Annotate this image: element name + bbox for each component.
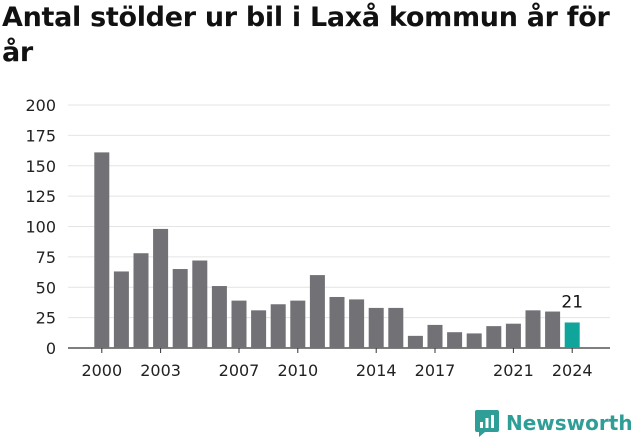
y-tick-label: 175 [25,126,56,145]
data-label-2024: 21 [561,292,583,312]
bar-2011[interactable] [309,275,325,348]
bar-2010[interactable] [290,300,306,348]
newsworthy-icon [475,410,499,437]
bar-2016[interactable] [407,335,423,348]
bars [94,152,580,348]
bar-2019[interactable] [466,333,482,348]
y-tick-label: 200 [25,96,56,115]
bar-2005[interactable] [192,260,208,348]
bar-2006[interactable] [211,286,227,348]
bar-2022[interactable] [525,310,541,348]
bar-2015[interactable] [388,307,404,348]
bar-2013[interactable] [349,299,365,348]
axis-labels: 0 25 50 75 100 125 150 175 200 21 2000 2003 2007 2010… [25,96,592,380]
bar-2008[interactable] [251,310,267,348]
bar-2023[interactable] [545,311,561,348]
x-tick-label: 2017 [415,361,456,380]
y-tick-label: 75 [36,248,56,267]
x-tick-label: 2007 [219,361,260,380]
x-tick-label: 2010 [277,361,318,380]
x-tick-label: 2003 [140,361,181,380]
y-tick-label: 100 [25,218,56,237]
x-tick-label: 2014 [356,361,397,380]
bar-2009[interactable] [270,304,286,348]
y-tick-label: 50 [36,278,56,297]
y-tick-label: 0 [46,339,56,358]
x-tick-label: 2024 [552,361,593,380]
bar-2021[interactable] [505,323,521,348]
bar-2003[interactable] [153,228,169,348]
bar-2017[interactable] [427,324,443,348]
y-tick-label: 150 [25,157,56,176]
bar-2004[interactable] [172,269,188,348]
bar-2000[interactable] [94,152,110,348]
y-tick-label: 125 [25,187,56,206]
brand-name: Newsworthy [506,411,631,435]
bar-2020[interactable] [486,326,502,348]
newsworthy-logo[interactable]: Newsworthy [474,407,631,439]
bar-2007[interactable] [231,300,247,348]
x-tick-label: 2021 [493,361,534,380]
chart-title: Antal stölder ur bil i Laxå kommun år fö… [2,2,610,68]
bar-2014[interactable] [368,307,384,348]
x-tick-label: 2000 [81,361,122,380]
bar-2002[interactable] [133,253,149,348]
bar-2024[interactable] [564,322,580,348]
bar-2012[interactable] [329,296,345,348]
bar-2018[interactable] [447,332,463,348]
y-tick-label: 25 [36,309,56,328]
bar-2001[interactable] [113,271,129,348]
